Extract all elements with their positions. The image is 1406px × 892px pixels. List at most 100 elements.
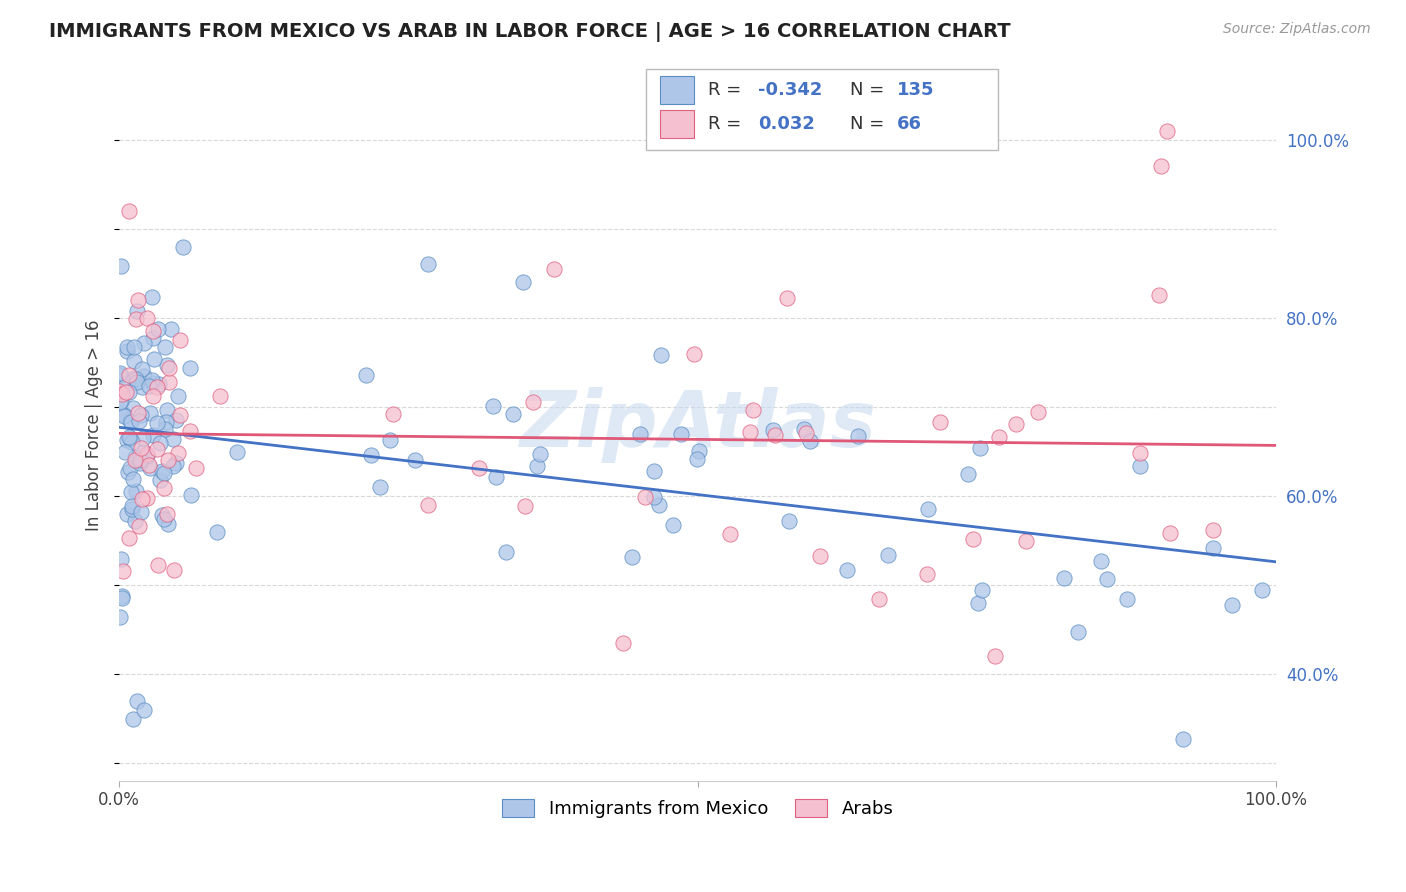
Point — [135, 449, 157, 463]
Point — [876, 548, 898, 562]
Point — [131, 361, 153, 376]
Point — [917, 502, 939, 516]
Point — [529, 447, 551, 461]
Point — [125, 483, 148, 498]
Point — [153, 466, 176, 480]
Point — [156, 402, 179, 417]
Point — [793, 422, 815, 436]
Point — [110, 394, 132, 409]
Point — [148, 376, 170, 391]
Point — [416, 257, 439, 271]
Point — [108, 384, 131, 398]
Point — [808, 549, 831, 563]
Point — [742, 402, 765, 417]
Point — [166, 389, 188, 403]
Point — [543, 262, 565, 277]
Point — [142, 376, 165, 390]
Point — [129, 452, 152, 467]
Point — [1095, 572, 1118, 586]
Point — [142, 352, 165, 367]
Point — [485, 469, 508, 483]
Point — [360, 448, 382, 462]
Legend: Immigrants from Mexico, Arabs: Immigrants from Mexico, Arabs — [495, 791, 901, 825]
Text: IMMIGRANTS FROM MEXICO VS ARAB IN LABOR FORCE | AGE > 16 CORRELATION CHART: IMMIGRANTS FROM MEXICO VS ARAB IN LABOR … — [49, 22, 1011, 42]
Point — [179, 424, 201, 438]
FancyBboxPatch shape — [645, 69, 998, 151]
Point — [1004, 417, 1026, 431]
Point — [142, 389, 165, 403]
Point — [127, 293, 149, 307]
Point — [111, 591, 134, 606]
Point — [112, 564, 135, 578]
Point — [136, 447, 159, 461]
Text: 0.032: 0.032 — [758, 115, 814, 133]
Point — [1202, 523, 1225, 537]
Point — [1015, 534, 1038, 549]
Point — [970, 583, 993, 598]
Point — [134, 335, 156, 350]
Point — [125, 371, 148, 385]
Point — [138, 406, 160, 420]
Point — [149, 436, 172, 450]
Point — [738, 425, 761, 439]
Point — [142, 324, 165, 338]
Point — [778, 514, 800, 528]
Point — [155, 415, 177, 429]
Point — [136, 310, 159, 325]
Point — [111, 386, 134, 401]
Point — [121, 401, 143, 415]
Point — [1129, 458, 1152, 473]
Point — [110, 610, 132, 624]
Point — [987, 429, 1010, 443]
Point — [108, 395, 131, 409]
Point — [179, 361, 201, 376]
Point — [122, 340, 145, 354]
Point — [118, 384, 141, 399]
Point — [1220, 599, 1243, 613]
Point — [647, 498, 669, 512]
Point — [153, 422, 176, 436]
Point — [124, 514, 146, 528]
Point — [138, 458, 160, 473]
Point — [165, 413, 187, 427]
Point — [688, 443, 710, 458]
Point — [129, 441, 152, 455]
Point — [794, 425, 817, 440]
Point — [1026, 405, 1049, 419]
FancyBboxPatch shape — [659, 110, 695, 138]
Point — [163, 563, 186, 577]
Point — [115, 376, 138, 391]
Point — [125, 694, 148, 708]
Point — [110, 406, 132, 420]
Point — [643, 464, 665, 478]
Point — [983, 649, 1005, 664]
Point — [131, 408, 153, 422]
Point — [162, 459, 184, 474]
Point — [118, 204, 141, 219]
Point — [159, 360, 181, 375]
Point — [141, 290, 163, 304]
Point — [928, 415, 950, 429]
Point — [132, 703, 155, 717]
Point — [620, 550, 643, 565]
Point — [132, 445, 155, 459]
Point — [169, 408, 191, 422]
Point — [835, 563, 858, 577]
Point — [120, 414, 142, 428]
Point — [110, 259, 132, 273]
Point — [118, 368, 141, 383]
Point — [167, 446, 190, 460]
Point — [1156, 124, 1178, 138]
Point — [1067, 625, 1090, 640]
Text: 135: 135 — [897, 81, 934, 99]
Point — [628, 426, 651, 441]
Point — [650, 348, 672, 362]
Point — [121, 434, 143, 449]
Point — [121, 499, 143, 513]
Point — [776, 291, 799, 305]
Point — [482, 399, 505, 413]
Point — [205, 525, 228, 540]
Point — [1129, 445, 1152, 459]
Point — [404, 452, 426, 467]
Point — [118, 532, 141, 546]
